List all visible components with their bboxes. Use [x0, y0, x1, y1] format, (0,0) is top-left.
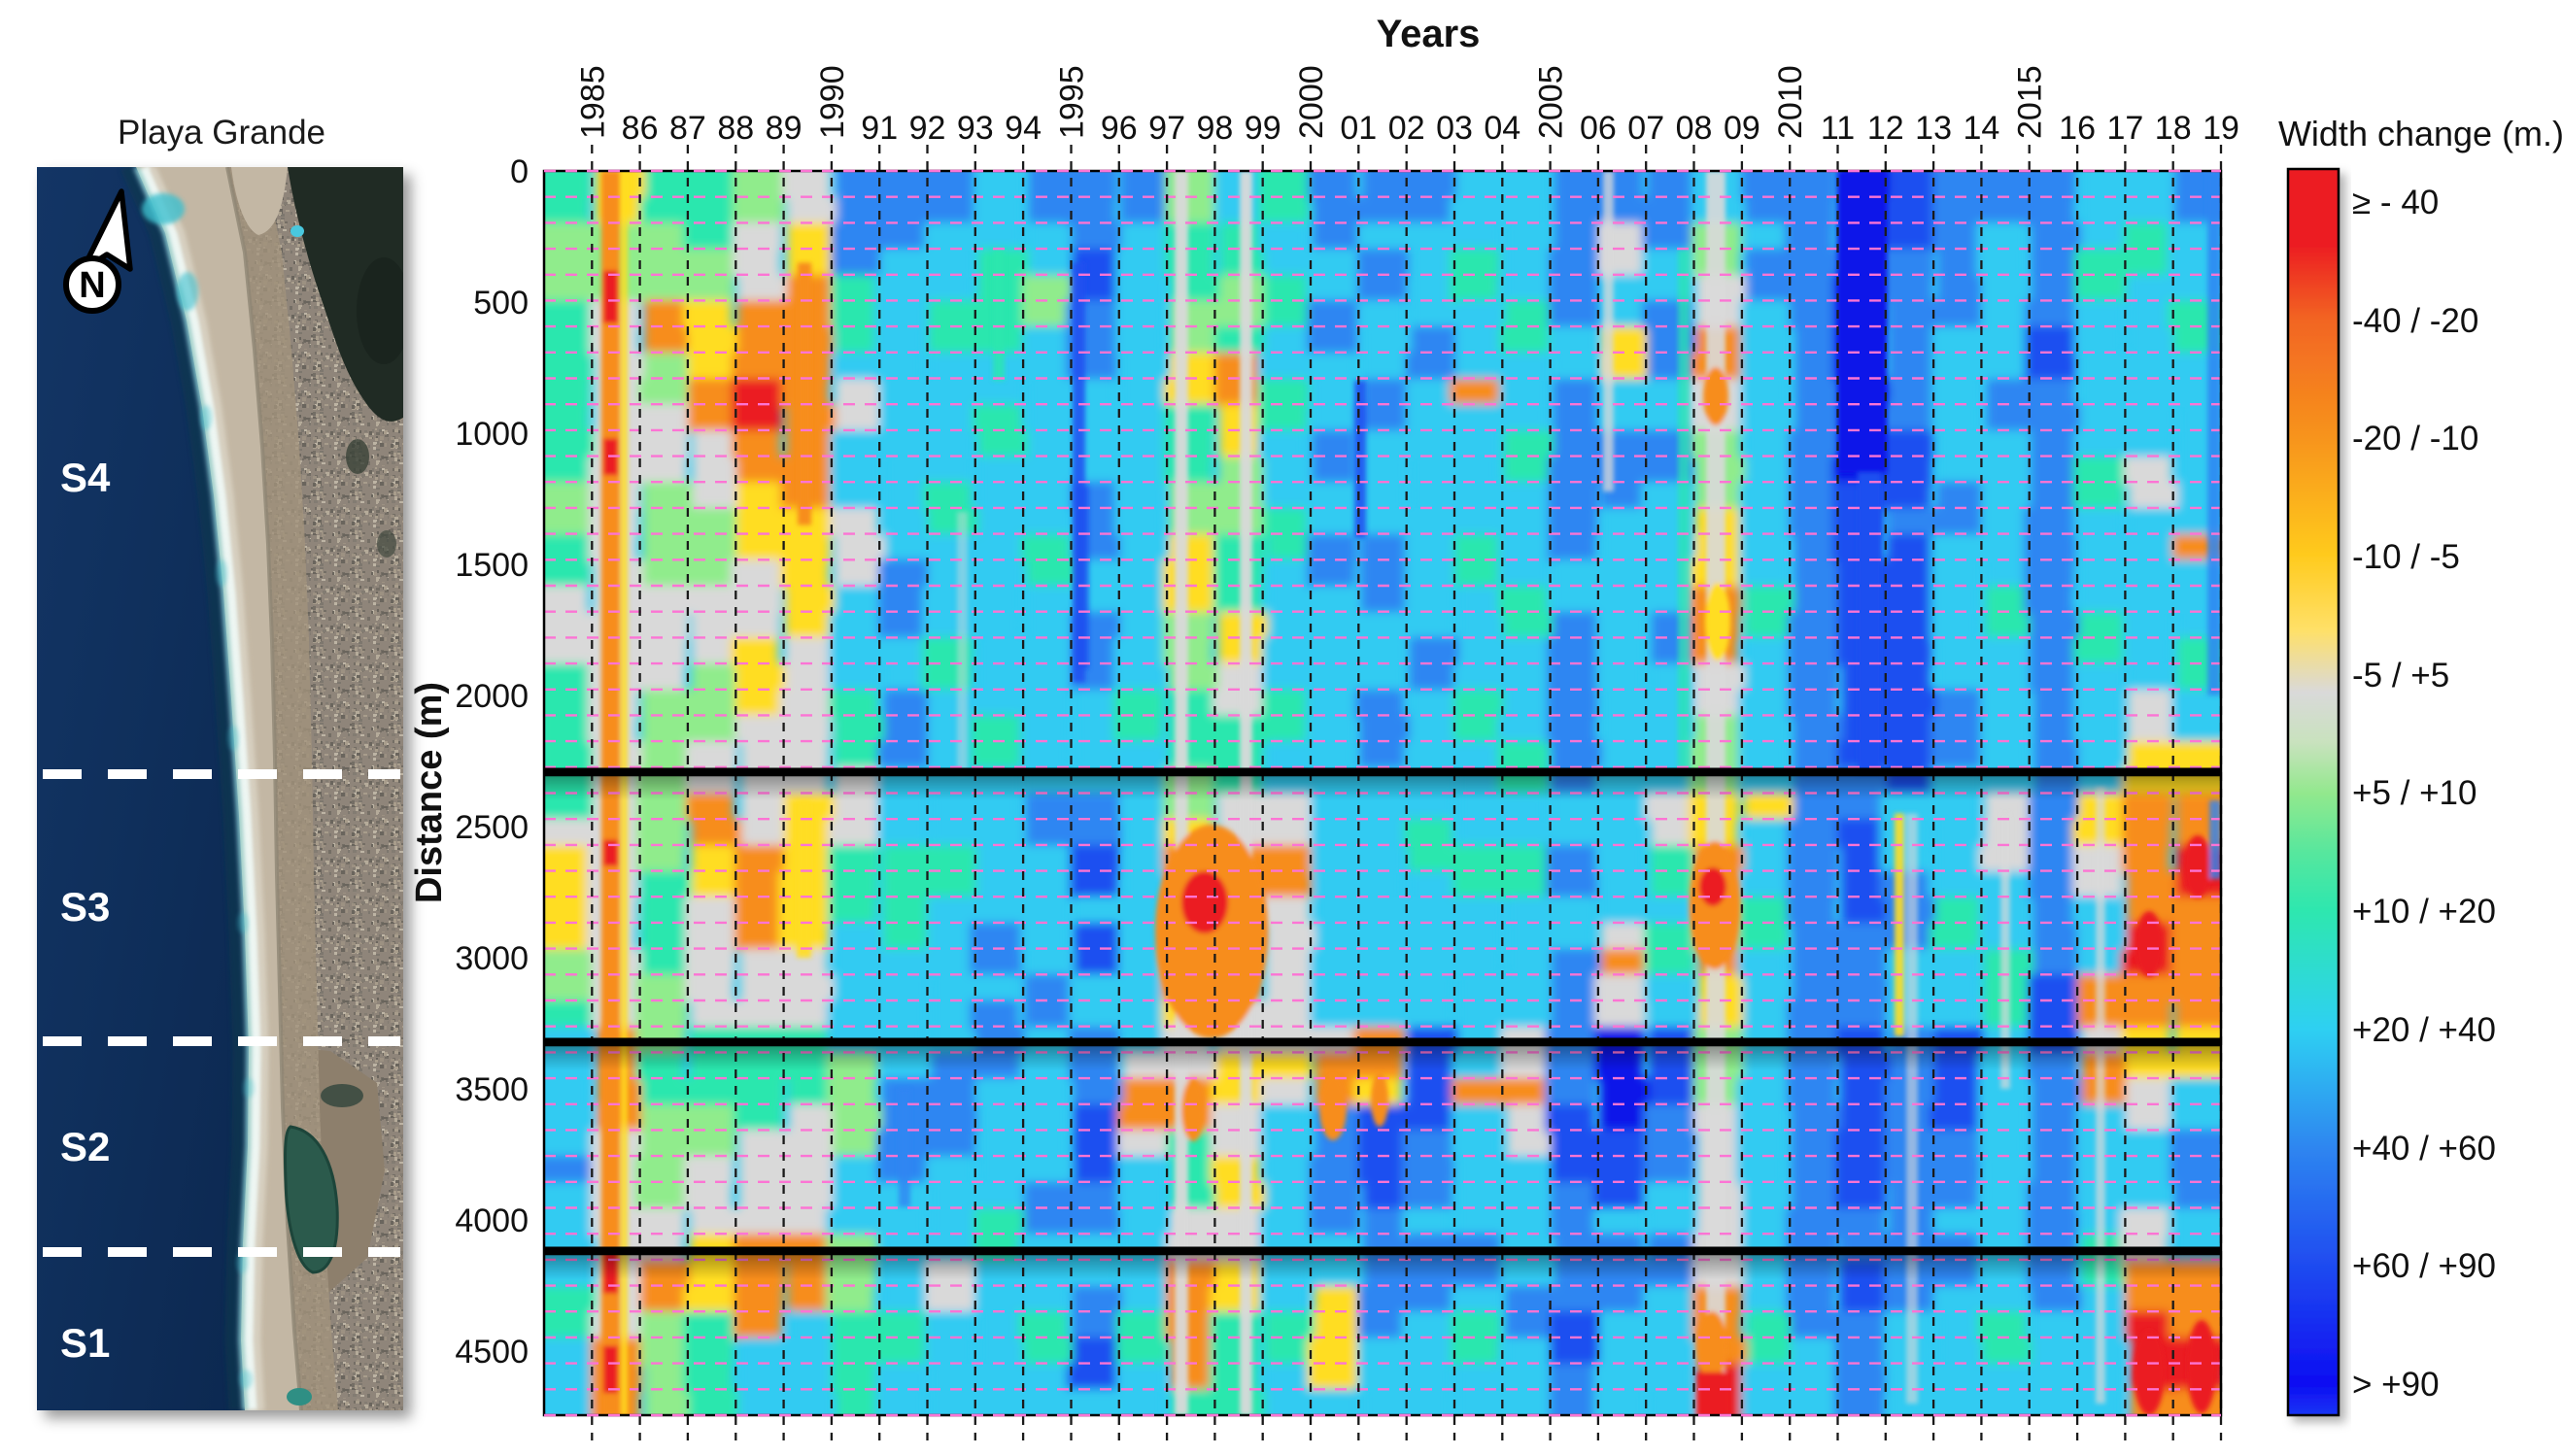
- svg-text:07: 07: [1627, 110, 1664, 147]
- svg-text:1990: 1990: [814, 65, 851, 139]
- svg-text:+20 / +40: +20 / +40: [2352, 1011, 2496, 1049]
- svg-text:99: 99: [1245, 110, 1281, 147]
- svg-text:08: 08: [1676, 110, 1713, 147]
- svg-text:> +90: > +90: [2352, 1366, 2440, 1404]
- svg-text:18: 18: [2155, 110, 2192, 147]
- svg-text:94: 94: [1005, 110, 1042, 147]
- svg-text:2500: 2500: [455, 809, 529, 846]
- svg-text:16: 16: [2059, 110, 2096, 147]
- svg-text:91: 91: [861, 110, 898, 147]
- svg-text:93: 93: [957, 110, 994, 147]
- svg-text:1995: 1995: [1054, 65, 1091, 139]
- svg-text:4000: 4000: [455, 1202, 529, 1239]
- svg-text:1000: 1000: [455, 416, 529, 453]
- svg-text:2005: 2005: [1533, 65, 1570, 139]
- svg-text:S3: S3: [60, 884, 110, 930]
- svg-text:1500: 1500: [455, 547, 529, 584]
- svg-text:2015: 2015: [2012, 65, 2049, 139]
- svg-text:97: 97: [1148, 110, 1185, 147]
- svg-text:03: 03: [1436, 110, 1473, 147]
- svg-text:S4: S4: [60, 455, 111, 500]
- svg-text:87: 87: [669, 110, 706, 147]
- svg-text:-10 / -5: -10 / -5: [2352, 538, 2460, 576]
- svg-text:+5 / +10: +5 / +10: [2352, 774, 2477, 812]
- svg-text:2000: 2000: [455, 678, 529, 715]
- svg-text:89: 89: [766, 110, 803, 147]
- svg-text:S2: S2: [60, 1124, 110, 1169]
- svg-text:2010: 2010: [1772, 65, 1809, 139]
- svg-text:13: 13: [1915, 110, 1952, 147]
- svg-text:98: 98: [1196, 110, 1233, 147]
- svg-text:92: 92: [909, 110, 946, 147]
- svg-text:-40 / -20: -40 / -20: [2352, 302, 2478, 340]
- svg-text:-5 / +5: -5 / +5: [2352, 657, 2449, 694]
- svg-text:N: N: [79, 265, 105, 306]
- svg-text:4500: 4500: [455, 1334, 529, 1371]
- svg-text:S1: S1: [60, 1320, 110, 1366]
- svg-text:06: 06: [1580, 110, 1617, 147]
- svg-text:+40 / +60: +40 / +60: [2352, 1130, 2496, 1168]
- svg-text:-20 / -10: -20 / -10: [2352, 420, 2478, 457]
- svg-text:3000: 3000: [455, 940, 529, 977]
- svg-text:Width change (m.): Width change (m.): [2278, 114, 2562, 153]
- svg-text:02: 02: [1388, 110, 1425, 147]
- svg-text:11: 11: [1821, 110, 1855, 147]
- svg-text:Distance (m): Distance (m): [409, 682, 450, 903]
- svg-text:2000: 2000: [1293, 65, 1330, 139]
- svg-text:500: 500: [473, 285, 529, 322]
- svg-text:3500: 3500: [455, 1071, 529, 1108]
- svg-text:96: 96: [1101, 110, 1138, 147]
- svg-text:19: 19: [2203, 110, 2239, 147]
- svg-text:+60 / +90: +60 / +90: [2352, 1247, 2496, 1285]
- svg-text:0: 0: [510, 153, 529, 190]
- svg-text:Playa Grande: Playa Grande: [118, 114, 325, 152]
- svg-text:Years: Years: [1377, 13, 1481, 55]
- svg-text:88: 88: [717, 110, 754, 147]
- svg-text:14: 14: [1963, 110, 1999, 147]
- svg-text:04: 04: [1484, 110, 1520, 147]
- svg-text:12: 12: [1867, 110, 1904, 147]
- svg-text:86: 86: [622, 110, 659, 147]
- svg-text:+10 / +20: +10 / +20: [2352, 893, 2496, 931]
- svg-text:01: 01: [1340, 110, 1377, 147]
- svg-text:09: 09: [1724, 110, 1760, 147]
- svg-text:≥ - 40: ≥ - 40: [2352, 184, 2439, 221]
- svg-text:17: 17: [2106, 110, 2143, 147]
- svg-text:1985: 1985: [574, 65, 611, 139]
